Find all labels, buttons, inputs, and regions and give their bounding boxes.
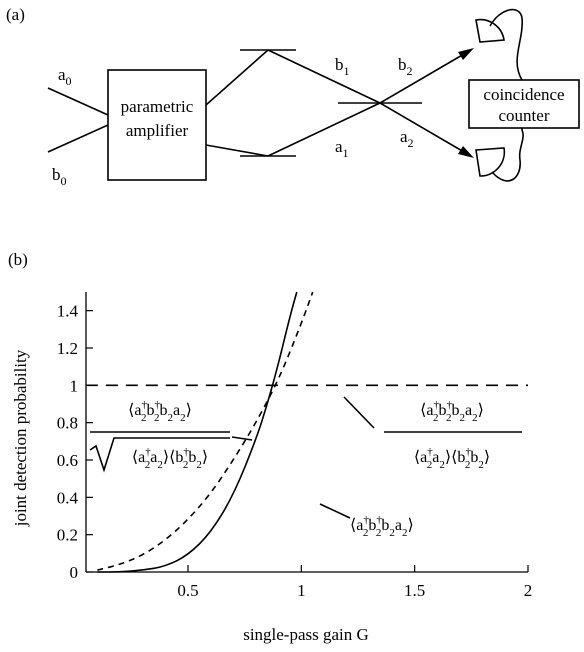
- input-beam-a0: [47, 87, 109, 116]
- cable-top: [489, 8, 523, 88]
- beam-a2: [379, 102, 465, 153]
- beam-a1: [267, 102, 381, 157]
- cable-bottom: [491, 128, 524, 182]
- y-axis-label: joint detection probability: [11, 349, 30, 527]
- series-dashed-line: [97, 291, 314, 571]
- chart-ticks: 0.5 1 1.5 2 0 0.2 0.4 0.6 0.8 1 1.2 1.4: [57, 302, 533, 600]
- annotation-solid-label: ⟨a† 2b† 2b2a2⟩: [350, 514, 414, 539]
- y-tick-label: 1: [70, 376, 79, 395]
- annotation-dashed-denominator: ⟨a† 2a2⟩⟨b† 2b2⟩: [132, 446, 208, 471]
- annotation-flat-line: ⟨a† 2b† 2b2a2⟩ ⟨a† 2a2⟩⟨b† 2b2⟩: [343, 396, 522, 471]
- x-tick-label: 2: [524, 581, 533, 600]
- detector-top: [475, 18, 505, 43]
- series-solid-line: [97, 291, 298, 573]
- panel-a: (a) a0 b0 parametric amplifier b1 a1 b2 …: [6, 5, 580, 188]
- mode-label-a2: a2: [400, 127, 414, 150]
- beam-b1: [267, 49, 381, 104]
- annotation-flat-pointer: [343, 396, 375, 429]
- panel-a-label: (a): [6, 5, 25, 24]
- x-tick-label: 1: [297, 581, 306, 600]
- y-tick-label: 0.8: [57, 414, 78, 433]
- x-tick-label: 0.5: [177, 581, 198, 600]
- annotation-sqrt-sign: [89, 437, 230, 473]
- amplifier-label-line2: amplifier: [126, 121, 189, 140]
- y-tick-label: 0: [70, 563, 79, 582]
- arrow-b2: [458, 48, 474, 60]
- input-beam-b0: [47, 124, 109, 153]
- annotation-solid-pointer: [319, 503, 351, 519]
- annotation-flat-denominator: ⟨a† 2a2⟩⟨b† 2b2⟩: [414, 446, 490, 471]
- parametric-amplifier-box: [107, 69, 207, 181]
- beam-b1-to-mirror: [205, 49, 269, 106]
- annotation-flat-numerator: ⟨a† 2b† 2b2a2⟩: [420, 399, 484, 424]
- arrow-a2: [458, 146, 474, 158]
- panel-b-label: (b): [8, 250, 28, 269]
- y-tick-label: 1.4: [57, 302, 79, 321]
- y-tick-label: 0.4: [57, 488, 79, 507]
- chart-axes: [85, 292, 528, 573]
- x-axis-label: single-pass gain G: [243, 625, 369, 644]
- y-tick-label: 0.6: [57, 451, 78, 470]
- y-tick-label: 0.2: [57, 526, 78, 545]
- x-tick-label: 1.5: [404, 581, 425, 600]
- detector-bottom: [475, 147, 506, 177]
- counter-label-line1: coincidence: [483, 85, 564, 104]
- y-tick-label: 1.2: [57, 339, 78, 358]
- annotation-dashed-numerator: ⟨a† 2b† 2b2a2⟩: [128, 399, 192, 424]
- annotation-dashed-pointer: [231, 436, 253, 441]
- input-label-a0: a0: [58, 65, 72, 88]
- counter-label-line2: counter: [499, 106, 550, 125]
- beam-b2: [379, 53, 465, 104]
- coincidence-counter-box: [468, 79, 580, 129]
- amplifier-label-line1: parametric: [121, 97, 194, 116]
- mode-label-b1: b1: [335, 55, 350, 78]
- annotation-dashed-curve: ⟨a† 2b† 2b2a2⟩ ⟨a† 2a2⟩⟨b† 2b2⟩: [89, 399, 253, 473]
- panel-b: (b) 0.5 1 1.5 2 0 0.2 0.4 0.6 0.8 1 1.2 1.4 single-…: [8, 250, 532, 644]
- beam-a1-to-mirror: [205, 144, 269, 157]
- chart-series: [86, 291, 528, 573]
- mode-label-a1: a1: [335, 137, 349, 160]
- input-label-b0: b0: [52, 165, 67, 188]
- annotation-solid-curve: ⟨a† 2b† 2b2a2⟩: [319, 503, 414, 539]
- mode-label-b2: b2: [398, 55, 413, 78]
